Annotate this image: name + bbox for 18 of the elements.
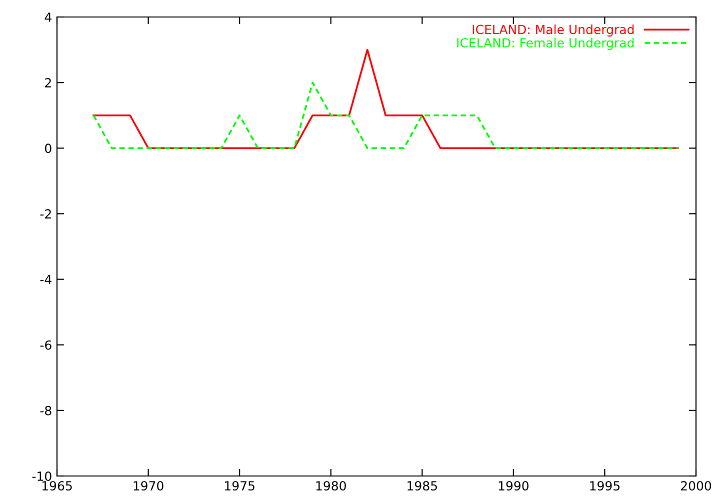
x-tick-label: 1980 <box>316 481 346 491</box>
y-tick-label: -6 <box>40 340 52 350</box>
y-tick-label: -10 <box>32 471 52 481</box>
legend-label: ICELAND: Male Undergrad <box>472 24 634 37</box>
x-tick-label: 1970 <box>134 481 164 491</box>
y-tick-label: -2 <box>40 209 51 218</box>
x-tick-label: 1965 <box>42 481 72 491</box>
legend-label: ICELAND: Female Undergrad <box>457 38 634 50</box>
y-tick-label: 0 <box>45 144 52 154</box>
y-tick-label: 2 <box>45 78 51 88</box>
y-tick-label: -4 <box>40 274 52 284</box>
y-tick-label: -8 <box>40 406 52 416</box>
x-tick-label: 1985 <box>408 481 437 491</box>
x-tick-label: 1990 <box>498 481 529 491</box>
y-tick-label: 4 <box>44 12 52 22</box>
x-tick-label: 1975 <box>225 481 254 491</box>
x-tick-label: 2000 <box>681 481 712 491</box>
x-tick-label: 1995 <box>590 481 620 491</box>
